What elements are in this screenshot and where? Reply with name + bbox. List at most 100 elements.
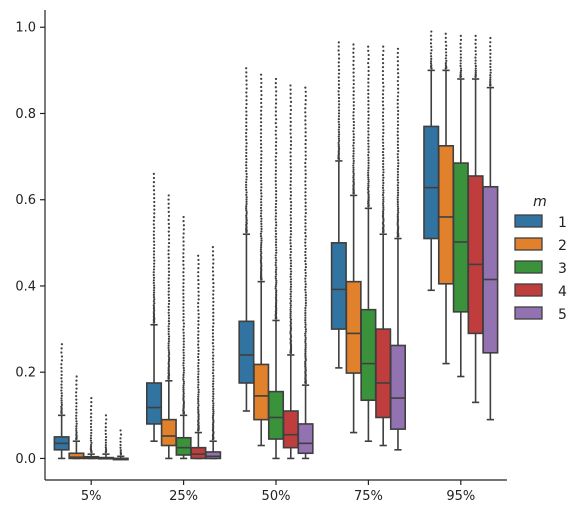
outlier-point — [367, 103, 370, 106]
outlier-point — [445, 54, 448, 57]
outlier-point — [367, 130, 370, 133]
outlier-point — [367, 161, 370, 165]
outlier-point — [304, 334, 307, 337]
outlier-point — [245, 209, 248, 212]
outlier-point — [304, 328, 307, 331]
outlier-point — [260, 186, 263, 189]
outlier-point — [152, 230, 155, 233]
outlier-point — [337, 120, 340, 123]
outlier-point — [197, 340, 200, 343]
outlier-point — [75, 420, 78, 423]
outlier-point — [382, 196, 385, 199]
outlier-point — [197, 400, 200, 403]
iqr-box — [267, 390, 285, 440]
outlier-point — [337, 53, 341, 56]
legend-swatch-1 — [514, 214, 543, 228]
outlier-point — [245, 67, 248, 70]
outlier-point — [352, 67, 355, 70]
outlier-point — [167, 253, 170, 256]
outlier-point — [212, 387, 215, 391]
outlier-point — [337, 106, 340, 109]
outlier-point — [60, 399, 63, 402]
outlier-point — [152, 181, 156, 184]
outlier-point — [212, 363, 215, 366]
outlier-point — [212, 418, 215, 421]
outlier-point — [153, 197, 156, 200]
outlier-point — [367, 139, 370, 142]
outlier-point — [304, 127, 307, 130]
outlier-point — [245, 207, 248, 210]
outlier-point — [304, 86, 307, 89]
outlier-point — [211, 270, 215, 273]
outlier-point — [367, 151, 370, 154]
outlier-point — [197, 312, 200, 316]
outlier-point — [489, 68, 492, 72]
outlier-point — [182, 302, 185, 306]
outlier-point — [212, 318, 215, 321]
outlier-point — [75, 383, 78, 386]
outlier-point — [274, 218, 277, 221]
iqr-box — [190, 446, 207, 460]
outlier-point — [167, 202, 170, 205]
outlier-point — [260, 203, 263, 207]
outlier-point — [304, 344, 307, 347]
outlier-point — [274, 106, 277, 109]
outlier-point — [304, 288, 307, 291]
outlier-point — [260, 81, 263, 85]
outlier-point — [245, 198, 248, 201]
outlier-point — [337, 137, 341, 140]
outlier-point — [212, 414, 215, 417]
outlier-point — [367, 133, 370, 136]
outlier-point — [304, 131, 307, 134]
outlier-point — [75, 425, 78, 428]
outlier-point — [60, 366, 63, 369]
outlier-point — [260, 153, 263, 156]
outlier-point — [167, 314, 171, 317]
outlier-point — [182, 366, 185, 370]
outlier-point — [245, 193, 248, 196]
outlier-point — [352, 111, 355, 114]
outlier-point — [274, 166, 277, 169]
outlier-point — [197, 375, 200, 379]
outlier-point — [182, 392, 185, 395]
outlier-point — [367, 127, 370, 130]
outlier-point — [119, 433, 123, 436]
outlier-point — [304, 323, 307, 326]
outlier-point — [289, 230, 293, 233]
outlier-point — [444, 36, 447, 39]
outlier-point — [396, 189, 400, 192]
outlier-point — [444, 62, 447, 65]
outlier-point — [430, 55, 433, 58]
outlier-point — [489, 80, 492, 83]
outlier-point — [382, 191, 385, 194]
outlier-point — [245, 210, 248, 214]
outlier-point — [337, 117, 340, 121]
outlier-point — [212, 390, 215, 393]
outlier-point — [396, 102, 399, 105]
outlier-point — [352, 120, 355, 124]
outlier-point — [337, 72, 341, 75]
outlier-point — [289, 151, 292, 154]
outlier-point — [304, 283, 307, 286]
outlier-point — [352, 124, 355, 127]
outlier-point — [275, 266, 278, 269]
outlier-point — [381, 193, 385, 197]
outlier-point — [381, 66, 385, 69]
outlier-point — [337, 147, 341, 150]
outlier-point — [119, 437, 122, 440]
box-95%-m4 — [467, 34, 484, 404]
outlier-point — [167, 245, 170, 248]
outlier-point — [381, 61, 385, 65]
outlier-point — [459, 62, 462, 65]
outlier-point — [289, 310, 292, 313]
outlier-point — [60, 359, 63, 362]
outlier-point — [182, 306, 185, 309]
outlier-point — [182, 343, 185, 346]
outlier-point — [396, 123, 400, 127]
outlier-point — [352, 178, 355, 181]
outlier-point — [245, 99, 248, 102]
outlier-point — [260, 156, 263, 160]
outlier-point — [289, 312, 292, 315]
outlier-point — [182, 309, 185, 312]
outlier-point — [304, 336, 307, 339]
